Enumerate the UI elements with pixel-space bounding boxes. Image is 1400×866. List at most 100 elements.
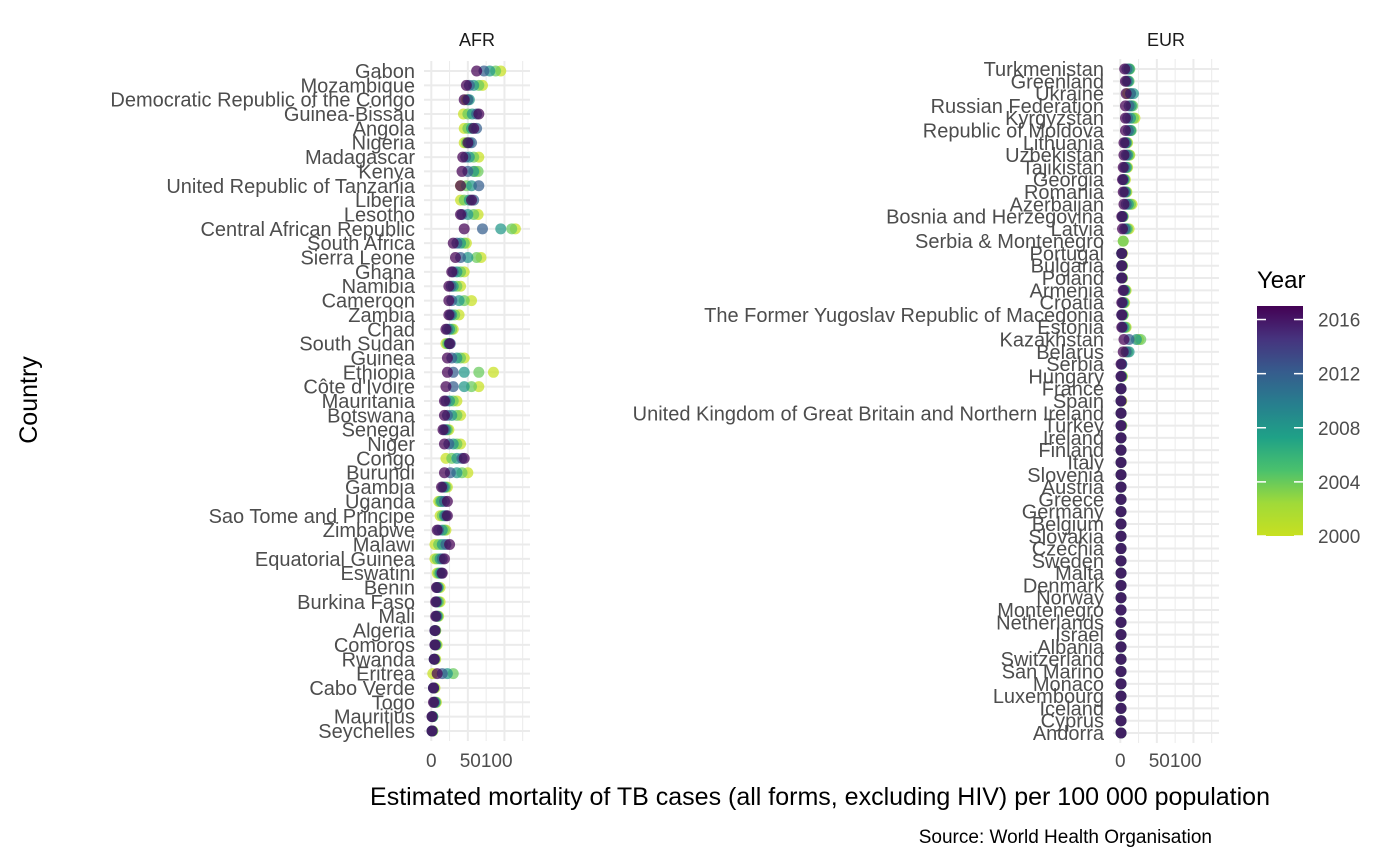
country-label: Sierra Leone: [300, 248, 415, 270]
country-label: Liberia: [355, 190, 416, 212]
x-tick-label: 0: [1115, 751, 1126, 772]
country-label: Chad: [367, 319, 415, 341]
data-point: [1115, 469, 1127, 481]
country-label: Côte d'Ivoire: [303, 377, 415, 399]
legend-label: 2012: [1318, 365, 1360, 386]
country-label: Kyrgyzstan: [1005, 108, 1104, 130]
country-label: Senegal: [342, 420, 415, 442]
data-point: [458, 223, 470, 235]
data-point: [1115, 370, 1127, 382]
country-label: Belarus: [1036, 342, 1104, 364]
legend-label: 2004: [1318, 473, 1361, 494]
country-label: Spain: [1053, 391, 1104, 413]
country-label: Lithuania: [1023, 133, 1105, 155]
country-label: Andorra: [1033, 723, 1105, 745]
data-point: [1115, 493, 1127, 505]
data-point: [1115, 579, 1127, 591]
country-label: France: [1042, 379, 1104, 401]
legend-title: Year: [1257, 267, 1306, 294]
year-legend: Year 2000 2004 2008 2012 2016: [1257, 267, 1361, 548]
data-point: [426, 711, 438, 723]
data-point: [1115, 395, 1127, 407]
data-point: [441, 366, 453, 378]
country-label: Ukraine: [1035, 84, 1104, 106]
data-point: [1119, 63, 1131, 75]
legend-label: 2016: [1318, 311, 1360, 332]
data-point: [462, 137, 474, 149]
data-point: [1115, 666, 1127, 678]
country-label: Comoros: [334, 635, 415, 657]
data-point: [443, 295, 455, 307]
data-point: [1115, 702, 1127, 714]
data-point: [431, 524, 443, 536]
data-point: [1115, 715, 1127, 727]
data-point: [1115, 641, 1127, 653]
country-label: South Africa: [307, 233, 416, 255]
data-point: [1115, 629, 1127, 641]
country-label: Serbia & Montenegro: [915, 231, 1104, 253]
country-label: Montenegro: [997, 600, 1104, 622]
data-point: [1117, 186, 1129, 198]
country-label: Sweden: [1032, 551, 1104, 573]
country-label: Israel: [1055, 625, 1104, 647]
data-point: [430, 596, 442, 608]
country-label: Mali: [378, 606, 415, 628]
country-label: Ireland: [1043, 428, 1104, 450]
data-point: [1115, 432, 1127, 444]
data-point: [1115, 592, 1127, 604]
data-point: [1115, 530, 1127, 542]
x-tick-label: 0: [426, 751, 437, 772]
country-label: Namibia: [342, 276, 416, 298]
country-label: Tajikistan: [1022, 157, 1104, 179]
data-point: [1115, 653, 1127, 665]
country-label: Gambia: [345, 477, 416, 499]
country-label: Turkmenistan: [984, 59, 1104, 81]
data-point: [1118, 137, 1130, 149]
country-label: Botswana: [327, 405, 416, 427]
data-point: [473, 180, 485, 192]
data-point: [1116, 309, 1128, 321]
country-label: Rwanda: [342, 649, 416, 671]
country-label: Romania: [1024, 182, 1105, 204]
data-point: [458, 452, 470, 464]
x-tick-label: 50100: [460, 751, 513, 772]
country-label: Burkina Faso: [297, 592, 415, 614]
country-label: Mozambique: [300, 75, 415, 97]
country-label: South Sudan: [299, 334, 415, 356]
country-label: Ghana: [355, 262, 416, 284]
data-point: [460, 79, 472, 91]
country-label: The Former Yugoslav Republic of Macedoni…: [704, 305, 1105, 327]
data-point: [430, 582, 442, 594]
country-label: Burundi: [346, 463, 415, 485]
data-point: [1117, 284, 1129, 296]
data-point: [1119, 75, 1131, 87]
country-label: Togo: [372, 692, 415, 714]
country-label: Kenya: [358, 161, 416, 183]
country-label: Azerbaijan: [1009, 194, 1104, 216]
data-point: [447, 237, 459, 249]
data-point: [487, 366, 499, 378]
data-point: [1117, 346, 1129, 358]
country-label: Guinea-Bissau: [284, 104, 415, 126]
data-point: [438, 395, 450, 407]
data-point: [1115, 444, 1127, 456]
data-point: [1115, 420, 1127, 432]
country-label: Norway: [1036, 588, 1104, 610]
data-point: [426, 725, 438, 737]
country-label: Cameroon: [322, 291, 415, 313]
legend-ticks: 2000 2004 2008 2012 2016: [1257, 311, 1361, 548]
facet-title-eur: EUR: [1147, 30, 1185, 50]
data-point: [1119, 124, 1131, 136]
data-point: [1116, 272, 1128, 284]
data-point: [1116, 211, 1128, 223]
data-point: [431, 668, 443, 680]
data-point: [456, 165, 468, 177]
country-label: Bulgaria: [1031, 256, 1105, 278]
data-point: [466, 194, 478, 206]
data-point: [1115, 358, 1127, 370]
data-point: [441, 510, 453, 522]
country-label: Republic of Moldova: [923, 120, 1105, 142]
data-point: [437, 424, 449, 436]
data-point: [438, 553, 450, 565]
